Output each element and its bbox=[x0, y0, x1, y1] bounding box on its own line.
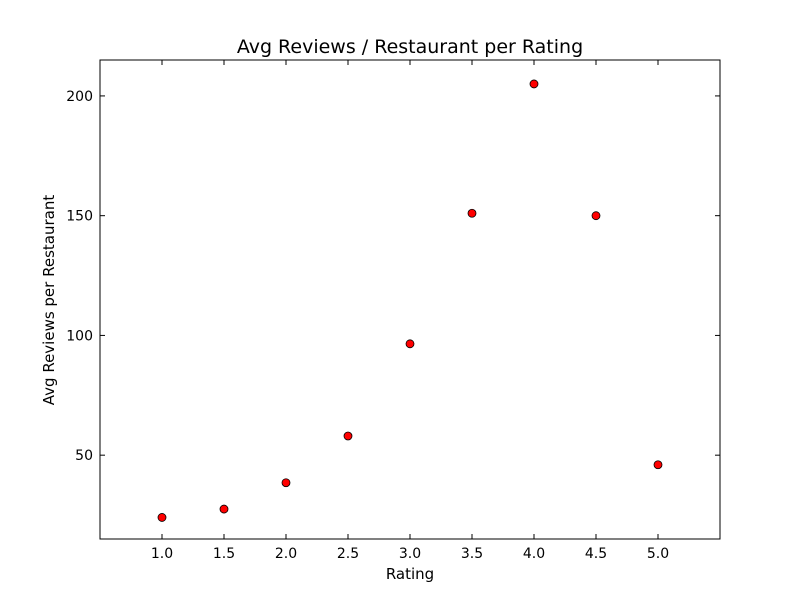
x-tick-label: 3.0 bbox=[399, 546, 421, 562]
x-tick-label: 2.5 bbox=[337, 546, 359, 562]
data-point bbox=[591, 211, 601, 221]
x-tick-label: 1.5 bbox=[213, 546, 235, 562]
y-axis-label: Avg Reviews per Restaurant bbox=[40, 195, 58, 406]
x-tick-label: 1.0 bbox=[151, 546, 173, 562]
x-tick-label: 4.5 bbox=[585, 546, 607, 562]
x-tick-label: 5.0 bbox=[647, 546, 669, 562]
x-tick-label: 3.5 bbox=[461, 546, 483, 562]
data-point bbox=[467, 208, 477, 218]
data-point bbox=[653, 460, 663, 470]
y-tick-label: 50 bbox=[75, 448, 93, 464]
chart-title: Avg Reviews / Restaurant per Rating bbox=[237, 36, 583, 58]
y-tick-label: 200 bbox=[66, 89, 93, 105]
plot-frame bbox=[99, 59, 721, 540]
y-tick-label: 100 bbox=[66, 328, 93, 344]
x-tick-label: 2.0 bbox=[275, 546, 297, 562]
data-point bbox=[219, 504, 229, 514]
data-point bbox=[529, 79, 539, 89]
y-tick-label: 150 bbox=[66, 209, 93, 225]
x-axis: 1.0 1.5 2.0 2.5 3.0 3.5 4.0 4.5 5.0 bbox=[151, 60, 669, 562]
data-point bbox=[157, 513, 167, 522]
data-point bbox=[343, 431, 353, 441]
data-point bbox=[405, 339, 415, 349]
x-tick-label: 4.0 bbox=[523, 546, 545, 562]
x-axis-label: Rating bbox=[386, 565, 434, 583]
y-axis: 50 100 150 200 bbox=[66, 89, 720, 464]
data-point bbox=[281, 478, 291, 488]
data-points bbox=[157, 79, 663, 522]
